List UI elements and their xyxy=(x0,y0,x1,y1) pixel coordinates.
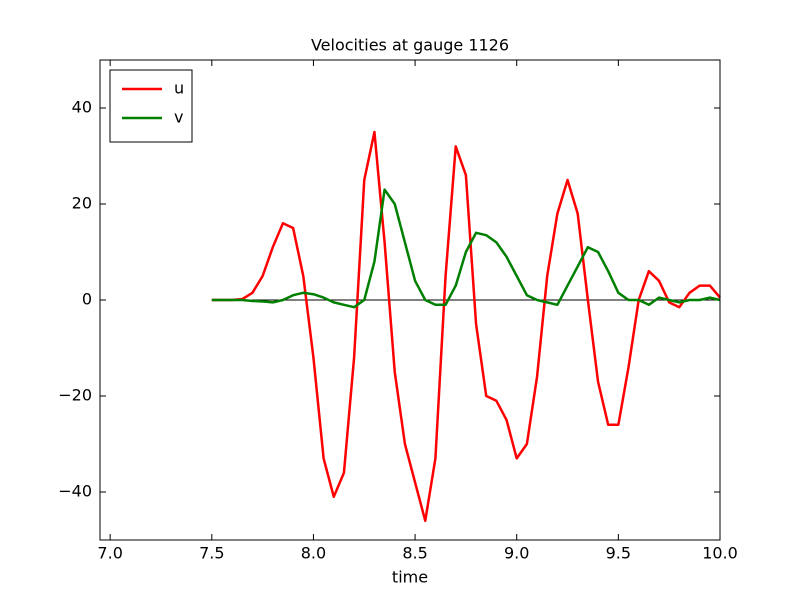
legend-box xyxy=(109,69,193,143)
y-tick-label: −20 xyxy=(58,386,92,405)
x-axis-label: time xyxy=(392,568,428,587)
x-tick-label: 10.0 xyxy=(702,544,738,563)
x-tick-label: 9.0 xyxy=(504,544,529,563)
x-tick-label: 8.5 xyxy=(402,544,427,563)
x-tick-label: 9.5 xyxy=(606,544,631,563)
x-tick-label: 7.0 xyxy=(97,544,122,563)
y-tick-label: 20 xyxy=(72,194,92,213)
series-line xyxy=(211,130,721,523)
legend-label: v xyxy=(174,108,183,127)
plot-frame xyxy=(99,59,721,541)
y-tick-label: 40 xyxy=(72,98,92,117)
x-tick-label: 7.5 xyxy=(199,544,224,563)
y-tick-label: −40 xyxy=(58,482,92,501)
legend-label: u xyxy=(174,79,184,98)
x-tick-label: 8.0 xyxy=(301,544,326,563)
series-line xyxy=(211,188,721,309)
chart-title: Velocities at gauge 1126 xyxy=(311,36,509,55)
y-tick-label: 0 xyxy=(82,290,92,309)
